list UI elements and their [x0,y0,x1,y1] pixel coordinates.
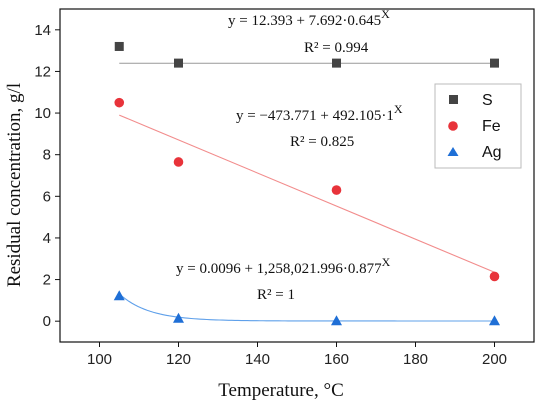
x-tick-label-180: 180 [403,351,428,368]
point-s-200 [490,58,499,68]
axis-ticks: 100 120 140 160 180 200 0 2 4 6 8 10 12 14 [34,22,507,368]
x-tick-label-100: 100 [87,351,112,368]
fit-curve-fe [119,114,495,273]
equation-s: y = 12.393 + 7.692·0.645X [228,7,390,29]
point-fe-120 [173,157,184,167]
y-tick-label-14: 14 [34,22,51,39]
x-tick-label-120: 120 [166,351,191,368]
r2-fe: R² = 0.825 [290,134,354,150]
y-tick-label-2: 2 [43,272,51,289]
point-ag-105 [113,290,125,301]
y-tick-label-4: 4 [43,230,51,247]
y-tick-label-8: 8 [43,147,51,164]
fit-curve-ag [118,293,495,322]
legend-marker-fe [448,121,458,131]
plot-frame [59,8,535,343]
data-points [113,41,500,326]
point-ag-160 [331,315,342,326]
point-fe-105 [114,97,125,108]
legend-marker-ag [447,147,459,156]
equation-ag: y = 0.0096 + 1,258,021.996·0.877X [176,255,391,277]
legend-label-ag: Ag [482,144,502,161]
y-tick-label-0: 0 [43,313,51,330]
y-tick-label-10: 10 [34,105,51,122]
x-axis-label: Temperature, °C [218,380,344,401]
legend-label-s: S [482,92,493,109]
y-axis-label: Residual concentration, g/l [4,83,25,287]
equation-fe: y = −473.771 + 492.105·1X [236,102,403,124]
y-tick-label-12: 12 [34,63,51,80]
r2-s: R² = 0.994 [304,40,369,56]
point-fe-160 [331,185,342,195]
point-s-160 [332,58,341,68]
r2-ag: R² = 1 [257,287,295,303]
point-s-105 [114,41,124,51]
point-fe-200 [489,271,500,282]
x-tick-label-140: 140 [245,351,270,368]
x-tick-label-160: 160 [324,351,349,368]
y-tick-label-6: 6 [43,188,51,205]
point-s-120 [174,58,183,68]
point-ag-120 [173,312,184,323]
point-ag-200 [489,315,500,326]
legend-marker-s [449,95,458,104]
legend-label-fe: Fe [482,118,501,135]
x-tick-label-200: 200 [482,351,507,368]
legend: S Fe Ag [434,83,522,169]
